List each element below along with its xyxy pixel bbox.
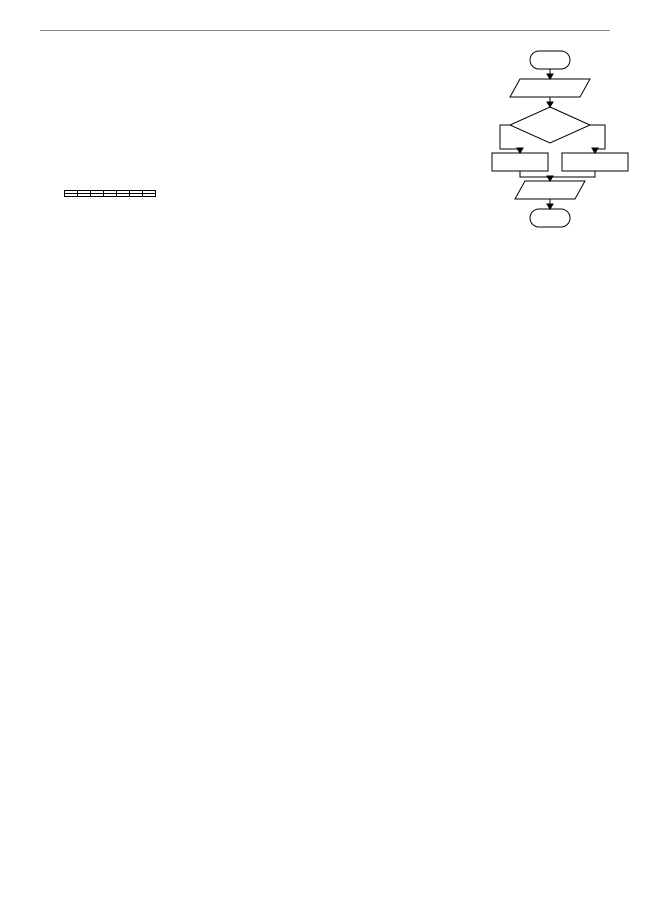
- top-rule: [40, 30, 610, 31]
- td-5: [130, 193, 143, 196]
- aqi-line-chart: [60, 201, 480, 371]
- aqi-table: [64, 190, 156, 197]
- td-3: [104, 193, 117, 196]
- td-4: [117, 193, 130, 196]
- question-4: [40, 165, 610, 186]
- td-1: [78, 193, 91, 196]
- td-0: [65, 193, 78, 196]
- td-2: [91, 193, 104, 196]
- question-6: [40, 464, 610, 485]
- td-6: [143, 193, 156, 196]
- table-row: [65, 193, 156, 196]
- question-5: [40, 190, 610, 460]
